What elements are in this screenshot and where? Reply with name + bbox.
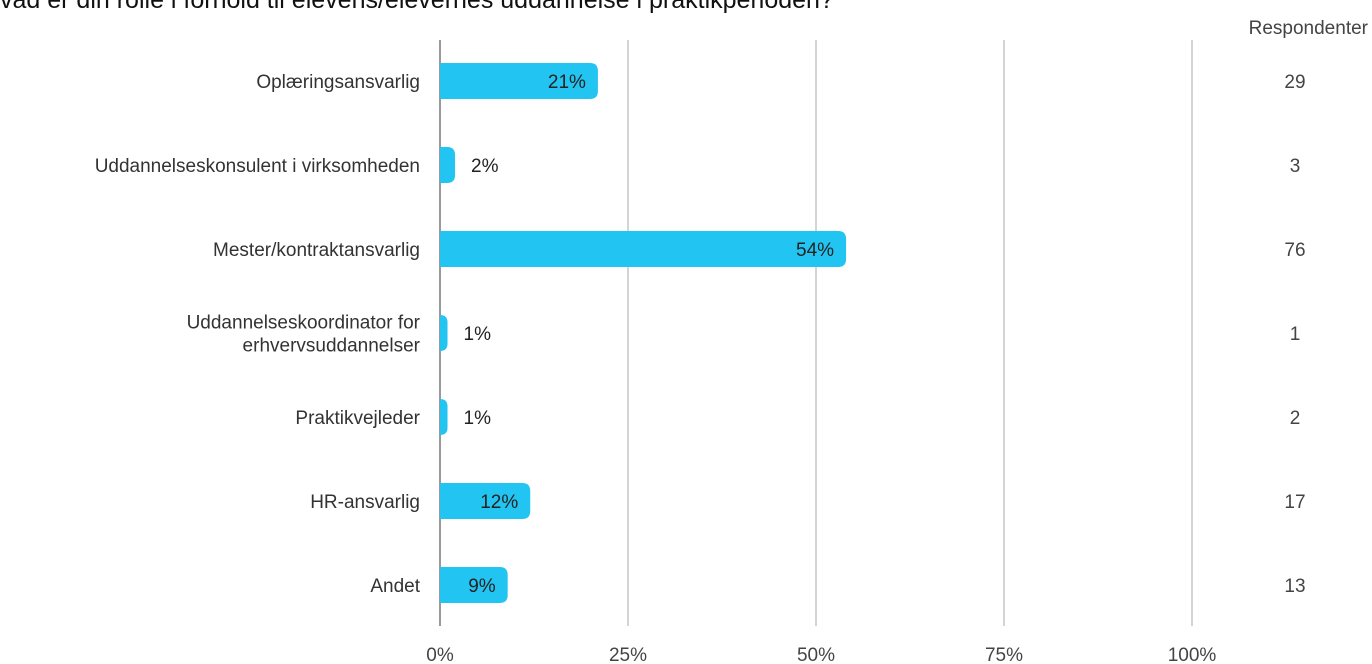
respondent-count: 2 [1290,408,1301,429]
category-label-line: Praktikvejleder [295,408,420,429]
bars: 21% 2% 54% 1% 1% 12% 9% [440,63,847,603]
bar [440,231,847,267]
x-tick-label: 25% [609,645,647,664]
respondent-count: 1 [1290,324,1301,345]
bar [440,567,508,603]
respondent-count: 13 [1284,576,1305,597]
category-label-line: erhvervsuddannelser [243,336,421,357]
x-tick-label: 0% [426,645,454,664]
category-label-line: HR-ansvarlig [310,492,420,513]
bar-value-label: 1% [464,324,492,345]
category-label: Mester/kontraktansvarlig [213,240,420,261]
bar-value-label: 54% [796,240,834,261]
x-tick-label: 50% [797,645,835,664]
bar [440,147,456,183]
bar-value-label: 21% [548,72,586,93]
category-label-line: Mester/kontraktansvarlig [213,240,420,261]
bar-value-label: 12% [480,492,518,513]
bar-value-label: 2% [471,156,499,177]
respondents-header: Respondenter [1248,18,1368,39]
grid-lines [439,40,1193,626]
category-label-line: Uddannelseskonsulent i virksomheden [95,156,420,177]
category-label: HR-ansvarlig [310,492,420,513]
category-label-line: Oplæringsansvarlig [256,72,420,93]
respondent-count: 17 [1284,492,1305,513]
x-tick-label: 75% [985,645,1023,664]
chart-title: vad er din rolle i forhold til elevens/e… [0,0,834,14]
bar [440,483,531,519]
category-label: Uddannelseskoordinator for erhvervsuddann… [187,313,421,357]
category-label: Andet [370,576,420,597]
bar-value-label: 1% [464,408,492,429]
x-tick-labels: 0% 25% 50% 75% 100% [426,645,1216,664]
category-label: Oplæringsansvarlig [256,72,420,93]
category-label: Praktikvejleder [295,408,420,429]
respondent-count: 76 [1284,240,1305,261]
bar-value-label: 9% [468,576,496,597]
respondent-count: 29 [1284,72,1305,93]
category-labels: Oplæringsansvarlig Uddannelseskonsulent i… [95,72,421,597]
category-label-line: Andet [370,576,420,597]
respondent-counts: 29 3 76 1 2 17 13 [1284,72,1305,597]
x-tick-label: 100% [1168,645,1217,664]
bar [440,63,598,99]
respondent-count: 3 [1290,156,1301,177]
bar [440,399,448,435]
category-label: Uddannelseskonsulent i virksomheden [95,156,420,177]
bar [440,315,448,351]
category-label-line: Uddannelseskoordinator for [187,313,421,334]
